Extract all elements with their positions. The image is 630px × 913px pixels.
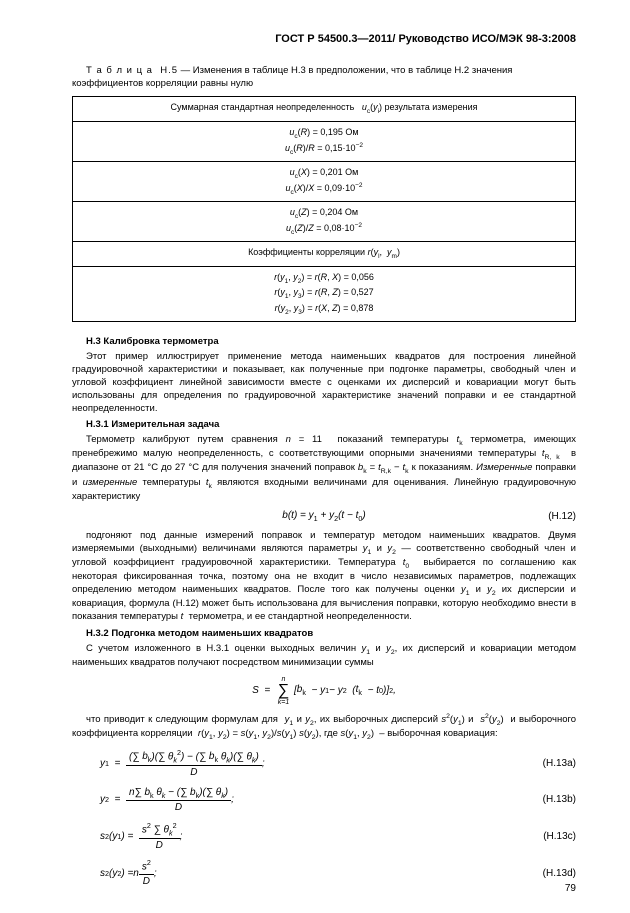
table-subheader: Коэффициенты корреляции r(yl, ym): [73, 242, 576, 267]
para: С учетом изложенного в Н.3.1 оценки выхо…: [72, 643, 576, 670]
table-header-cell: Суммарная стандартная неопределенность u…: [73, 97, 576, 122]
equation-h12: b(t) = y1 + y2(t − t0) (Н.12): [72, 509, 576, 524]
para: что приводит к следующим формулам для y1…: [72, 712, 576, 742]
section-h31: Н.3.1 Измерительная задача: [72, 419, 576, 432]
eq-number: (H.13a): [543, 757, 576, 771]
page: ГОСТ Р 54500.3—2011/ Руководство ИСО/МЭК…: [0, 0, 630, 913]
table-row: uc(R) = 0,195 Ом uc(R)/R = 0,15·10−2: [73, 122, 576, 162]
equation-h13a: y1 = (∑ bk)(∑ θk2) − (∑ bk θk)(∑ θk) D ;…: [100, 748, 576, 780]
equation-h13b: y2 = n∑ bk θk − (∑ bk)(∑ θk) D ; (H.13b): [100, 786, 576, 815]
eq-number: (H.13c): [543, 830, 576, 844]
table-row: uc(X) = 0,201 Ом uc(X)/X = 0,09·10−2: [73, 162, 576, 202]
table-row: uc(Z) = 0,204 Ом uc(Z)/Z = 0,08·10−2: [73, 202, 576, 242]
table-number: Т а б л и ц а Н.5: [86, 65, 178, 76]
eq-number: (Н.12): [548, 510, 576, 524]
doc-header: ГОСТ Р 54500.3—2011/ Руководство ИСО/МЭК…: [72, 32, 576, 47]
equation-h13d: s2 (y2) = n s2 D ; (H.13d): [100, 858, 576, 888]
eq-number: (H.13b): [543, 793, 576, 807]
para: подгоняют под данные измерений поправок …: [72, 530, 576, 624]
section-h3: Н.3 Калибровка термометра: [72, 336, 576, 349]
section-h32: Н.3.2 Подгонка методом наименьших квадра…: [72, 628, 576, 641]
table-caption: Т а б л и ц а Н.5 — Изменения в таблице …: [72, 65, 576, 91]
para: Термометр калибруют путем сравнения n = …: [72, 434, 576, 503]
table-h5: Суммарная стандартная неопределенность u…: [72, 96, 576, 322]
page-number: 79: [565, 882, 576, 896]
para: Этот пример иллюстрирует применение мето…: [72, 351, 576, 415]
table-row: r(y1, y2) = r(R, X) = 0,056 r(y1, y3) = …: [73, 266, 576, 322]
equation-sum: S = n∑k=1 [bk − y1 − y2 (tk − t0)]2,: [72, 676, 576, 706]
eq-number: (H.13d): [543, 867, 576, 881]
equation-h13c: s2 (y1) = s2 ∑ θk2 D ; (H.13c): [100, 821, 576, 853]
